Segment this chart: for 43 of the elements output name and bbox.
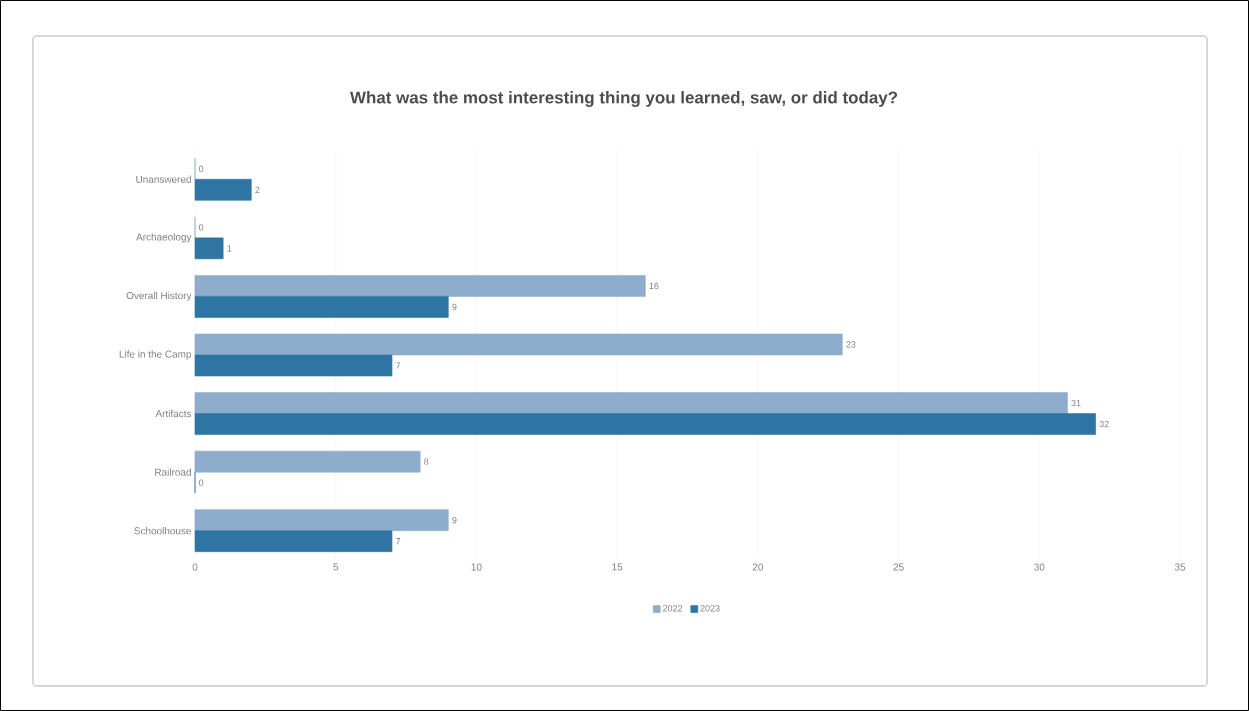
x-tick-label: 0	[192, 563, 198, 571]
legend-label: 2022	[663, 605, 683, 612]
bar	[194, 275, 646, 297]
data-label: 1	[227, 245, 232, 252]
y-tick-label: Life in the Camp	[119, 350, 192, 360]
bar	[194, 509, 449, 531]
bar	[194, 450, 421, 473]
bar	[194, 237, 224, 260]
y-tick-label: Schoolhouse	[134, 527, 192, 535]
bar	[194, 333, 843, 356]
bar	[194, 354, 393, 377]
data-label: 31	[1071, 399, 1081, 407]
data-label: 8	[424, 458, 429, 465]
x-tick-label: 25	[893, 563, 904, 571]
x-tick-label: 30	[1034, 563, 1045, 571]
x-tick-label: 15	[612, 563, 623, 571]
x-tick-label: 35	[1174, 563, 1186, 571]
y-tick-label: Unanswered	[136, 175, 191, 183]
data-label: 0	[198, 165, 204, 172]
data-label: 32	[1099, 420, 1109, 428]
data-label: 2	[255, 186, 260, 193]
data-label: 7	[396, 538, 401, 545]
y-tick-label: Overall History	[126, 291, 192, 302]
y-tick-label: Artifacts	[155, 409, 192, 418]
bar	[194, 178, 252, 201]
bar	[194, 296, 449, 318]
data-label: 0	[198, 224, 204, 231]
bar	[194, 413, 1096, 435]
data-label: 23	[846, 341, 856, 348]
bar	[194, 392, 1068, 414]
chart-title: What was the most interesting thing you learned, saw, or did today?	[350, 91, 898, 107]
data-label: 9	[452, 303, 457, 311]
x-tick-label: 5	[333, 563, 339, 571]
data-label: 7	[396, 362, 401, 369]
data-label: 0	[198, 479, 204, 486]
legend-label: 2023	[700, 605, 720, 612]
data-label: 9	[452, 517, 457, 524]
x-tick-label: 10	[471, 563, 482, 571]
y-tick-label: Railroad	[155, 468, 191, 476]
y-tick-label: Archaeology	[136, 233, 192, 243]
data-label: 16	[649, 282, 659, 290]
bar	[194, 530, 393, 552]
x-tick-label: 20	[752, 563, 764, 571]
